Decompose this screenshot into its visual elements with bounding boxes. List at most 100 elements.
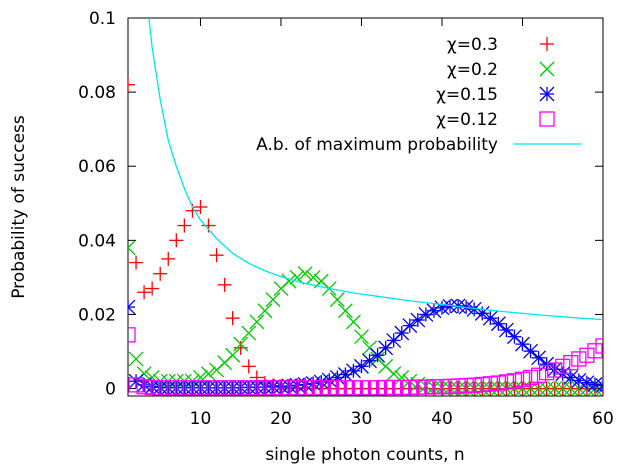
marker-stroke <box>386 379 402 396</box>
marker-stroke <box>426 379 442 395</box>
marker-stroke <box>555 381 571 396</box>
x-axis-title: single photon counts, n <box>265 445 464 465</box>
data-point <box>201 366 216 382</box>
marker-stroke <box>361 380 378 396</box>
data-point <box>547 381 563 396</box>
data-point <box>233 380 249 396</box>
data-point <box>571 351 587 367</box>
data-point <box>337 303 353 319</box>
marker-stroke <box>233 380 249 396</box>
data-point <box>128 77 135 92</box>
data-point <box>345 314 361 330</box>
marker-stroke <box>482 381 498 396</box>
data-point <box>410 312 426 328</box>
marker-stroke <box>337 380 354 396</box>
marker-stroke <box>201 366 216 382</box>
marker-stroke <box>128 246 136 256</box>
marker-stroke <box>418 379 434 395</box>
marker-stroke <box>426 379 442 395</box>
data-point <box>482 381 498 396</box>
marker-stroke <box>192 380 209 396</box>
marker-stroke <box>208 380 225 396</box>
data-point <box>169 233 184 248</box>
data-point <box>225 311 240 326</box>
marker-stroke <box>305 269 321 285</box>
x-tick-label: 10 <box>190 409 212 429</box>
data-point <box>539 381 555 396</box>
data-point <box>482 310 498 326</box>
data-point <box>184 380 201 396</box>
marker-stroke <box>184 380 200 396</box>
data-point <box>345 380 362 396</box>
marker-stroke <box>168 380 184 396</box>
data-point <box>394 370 410 385</box>
x-tick-label: 20 <box>270 409 292 429</box>
marker-stroke <box>241 380 257 396</box>
marker-stroke <box>466 301 482 317</box>
marker-stroke <box>160 380 176 396</box>
y-tick-label: 0 <box>105 380 116 400</box>
data-point <box>297 266 313 282</box>
marker-stroke <box>490 375 506 391</box>
data-point <box>201 218 216 233</box>
marker-stroke <box>160 380 176 396</box>
marker-stroke <box>233 380 249 395</box>
marker-stroke <box>345 314 361 330</box>
data-point <box>128 299 136 315</box>
data-point <box>354 329 369 345</box>
marker-stroke <box>531 350 547 366</box>
data-point <box>498 374 515 390</box>
series-3 <box>128 327 603 396</box>
data-point <box>402 379 418 396</box>
data-point <box>128 351 144 367</box>
marker-stroke <box>531 381 547 396</box>
marker-stroke <box>539 61 555 77</box>
marker-stroke <box>337 367 353 382</box>
data-point <box>329 370 345 385</box>
legend-swatch <box>539 86 555 102</box>
legend: χ=0.3 χ=0.2 χ=0.15 χ=0.12 A.b. of maximum pr… <box>256 35 581 155</box>
legend-label: χ=0.15 <box>436 85 498 105</box>
data-point <box>458 377 474 394</box>
marker-stroke <box>329 370 345 385</box>
data-point <box>265 380 281 396</box>
data-point <box>538 365 555 381</box>
marker-stroke <box>547 361 563 377</box>
marker-stroke <box>241 325 257 341</box>
marker-stroke <box>506 329 522 345</box>
marker-stroke <box>547 362 563 378</box>
marker-stroke <box>209 380 225 396</box>
marker-stroke <box>563 354 579 371</box>
marker-stroke <box>539 111 555 127</box>
marker-stroke <box>337 303 353 319</box>
data-point <box>394 379 410 396</box>
marker-stroke <box>217 380 233 396</box>
data-point <box>233 340 248 355</box>
data-point <box>129 255 144 270</box>
data-point <box>241 325 257 341</box>
y-axis-title: Probability of success <box>9 115 29 299</box>
series-0 <box>128 77 603 396</box>
data-point <box>281 380 297 396</box>
data-point <box>144 379 160 395</box>
marker-stroke <box>386 366 402 382</box>
marker-stroke <box>152 380 168 395</box>
marker-stroke <box>377 379 394 396</box>
marker-stroke <box>305 380 321 396</box>
data-point <box>530 367 547 383</box>
data-point <box>241 359 256 374</box>
series-4 <box>148 18 603 321</box>
data-point <box>402 373 418 389</box>
marker-stroke <box>321 380 337 396</box>
data-point <box>402 318 418 334</box>
x-tick-label: 30 <box>351 409 373 429</box>
marker-stroke <box>136 379 152 395</box>
data-point <box>515 336 530 352</box>
data-point <box>225 380 241 396</box>
marker-stroke <box>353 380 370 396</box>
marker-stroke <box>313 380 329 396</box>
marker-stroke <box>595 384 603 394</box>
data-point <box>579 347 595 363</box>
marker-stroke <box>587 343 603 359</box>
